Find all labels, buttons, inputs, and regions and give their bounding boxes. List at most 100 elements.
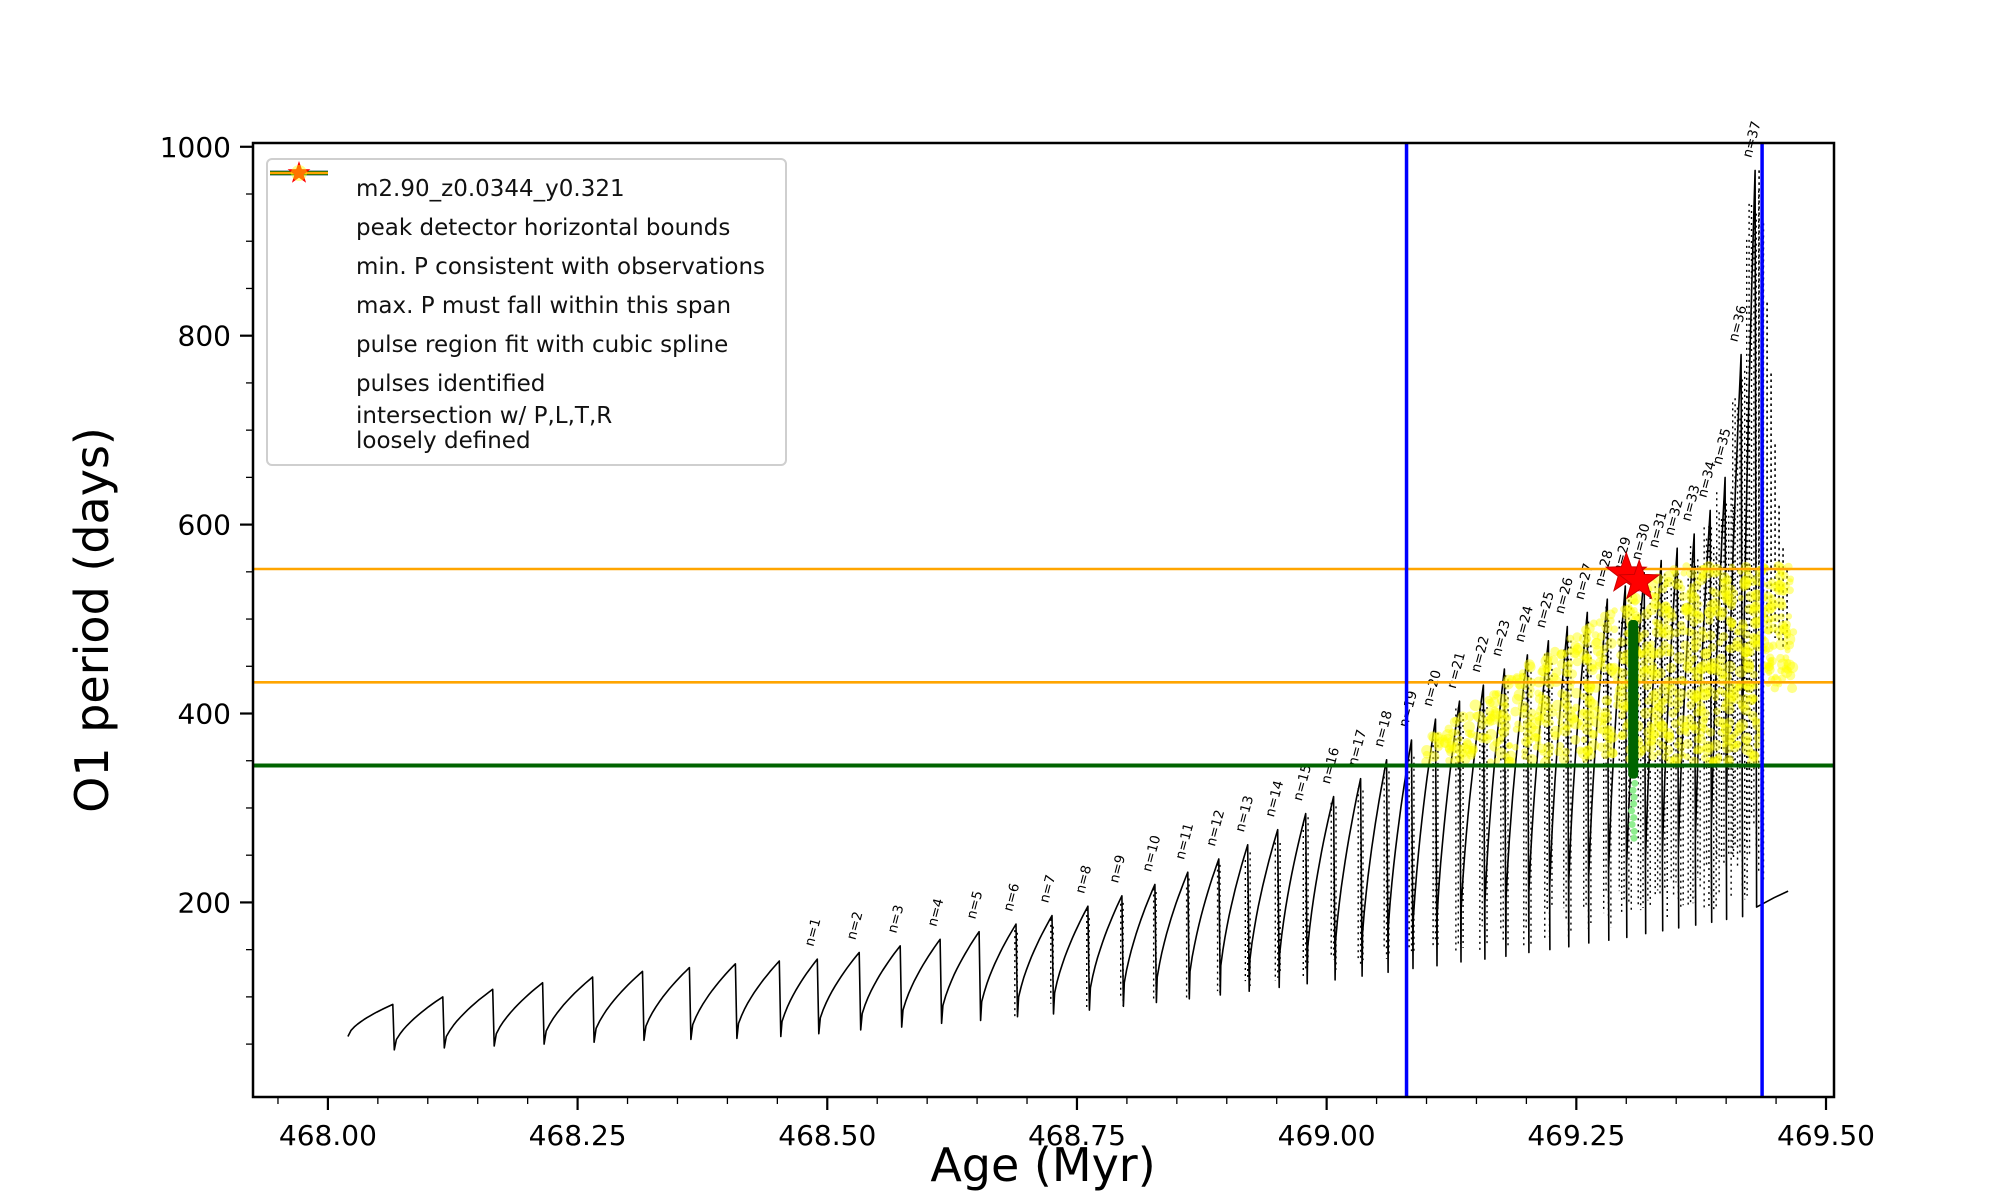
intersection-dot [1562,661,1573,672]
intersection-dot [1709,598,1721,610]
intersection-dot [1483,734,1490,741]
intersection-dot [1622,704,1629,712]
intersection-dot [1732,693,1743,704]
intersection-dot [1556,710,1566,721]
intersection-dot [1742,572,1754,584]
intersection-dot [1656,623,1663,630]
intersection-dot [1749,670,1758,679]
intersection-dot [1620,605,1628,614]
intersection-dot [1557,719,1564,726]
intersection-dot [1644,697,1652,705]
intersection-dot [1685,627,1694,637]
intersection-dot [1596,650,1605,659]
intersection-dot [1532,744,1540,751]
intersection-dot [1433,733,1444,743]
intersection-dot [1545,703,1554,712]
intersection-dot [1564,719,1574,729]
intersection-dot [1477,732,1488,743]
intersection-dot [1644,740,1657,753]
x-tick-label: 469.25 [1527,1119,1625,1152]
intersection-dot [1648,640,1655,647]
intersection-dot [1463,721,1475,733]
intersection-dot [1741,646,1753,657]
intersection-dot [1539,711,1552,724]
intersection-dot [1734,722,1746,733]
intersection-dot [1554,747,1564,757]
intersection-dot [1701,743,1714,756]
spline-dot [1630,800,1638,808]
intersection-dot [1719,632,1729,642]
intersection-dot [1472,731,1482,741]
intersection-dot [1724,717,1735,728]
intersection-dot [1631,598,1639,606]
intersection-dot [1688,583,1695,590]
intersection-dot [1572,644,1583,655]
intersection-dot [1621,611,1630,620]
intersection-dot [1684,665,1692,674]
intersection-dot [1662,581,1670,588]
intersection-dot [1571,649,1580,659]
intersection-dot [1643,665,1650,673]
intersection-dot [1721,724,1732,735]
intersection-dot [1642,648,1649,655]
intersection-dot [1684,612,1694,621]
intersection-dot [1716,686,1725,695]
intersection-dot [1683,730,1691,737]
intersection-dot [1442,733,1453,744]
intersection-dot [1697,631,1709,642]
pulse-label: n=8 [1072,864,1095,896]
intersection-dot [1588,682,1595,690]
legend-item-bounds: peak detector horizontal bounds [270,170,765,246]
intersection-dot [1658,682,1671,695]
intersection-dot [1598,727,1606,735]
intersection-dot [1647,647,1659,658]
spline-dot [1630,834,1638,842]
intersection-dot [1657,721,1668,732]
intersection-dot [1726,644,1736,654]
intersection-dot [1649,669,1662,681]
intersection-dot [1750,601,1761,612]
intersection-dot [1720,703,1728,712]
intersection-dot [1775,580,1785,591]
intersection-dot [1748,751,1760,762]
intersection-dot [1651,626,1663,638]
intersection-dot [1596,742,1606,752]
legend-label: peak detector horizontal bounds [356,214,731,241]
intersection-dot [1559,723,1567,730]
intersection-dot [1444,744,1455,754]
intersection-dot [1727,601,1736,610]
intersection-dot [1587,699,1599,710]
intersection-dot [1433,738,1444,749]
intersection-dot [1696,601,1703,608]
intersection-dot [1658,741,1667,750]
intersection-dot [1464,729,1473,737]
intersection-dot [1743,661,1755,673]
intersection-dot [1583,718,1594,728]
intersection-dot [1638,667,1649,678]
intersection-dot [1580,693,1587,700]
intersection-dot [1608,732,1619,742]
intersection-dot [1749,604,1759,614]
intersection-dot [1650,697,1661,707]
intersection-dot [1645,603,1658,616]
intersection-dot [1646,721,1653,728]
intersection-dot [1652,618,1659,626]
intersection-dot [1589,665,1597,672]
intersection-dot [1688,607,1697,617]
intersection-dot [1746,648,1755,657]
intersection-dot [1728,620,1736,628]
intersection-dot [1639,650,1648,659]
intersection-dot [1638,666,1648,675]
y-axis-label: O1 period (days) [65,427,119,813]
intersection-dot [1734,683,1743,692]
intersection-dot [1579,633,1591,645]
intersection-dot [1766,670,1773,676]
intersection-dot [1605,663,1618,675]
pulse-label: n=9 [1106,853,1129,885]
intersection-dot [1695,573,1707,586]
intersection-dot [1690,695,1699,704]
intersection-dot [1716,639,1724,646]
intersection-dot [1524,721,1537,734]
intersection-dot [1696,728,1706,737]
intersection-dot [1699,659,1710,671]
